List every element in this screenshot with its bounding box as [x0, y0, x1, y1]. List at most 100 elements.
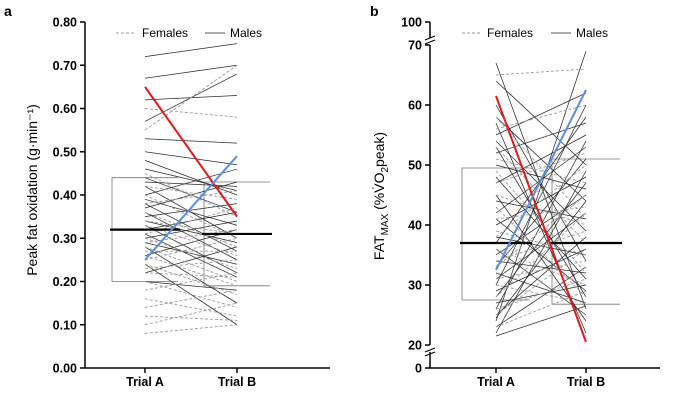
series-line-male [144, 181, 238, 187]
series-line-male [495, 134, 587, 184]
y-tick-label: 0.50 [53, 145, 77, 159]
series-line-male [495, 200, 587, 319]
series-line-female [144, 272, 238, 291]
series-line-male [144, 220, 238, 243]
series-line-female [144, 255, 238, 287]
y-tick-label: 0.80 [53, 16, 77, 30]
axis-break-mark-top [424, 35, 436, 45]
series-line-male [144, 168, 238, 192]
x-category-label: Trial A [126, 375, 164, 389]
series-line-female [495, 158, 587, 184]
series-line-male [495, 176, 587, 280]
series-line-male [144, 203, 238, 217]
ylabel-peak: peak) [371, 132, 387, 167]
panel-a-y-axis-label: Peak fat oxidation (g·min⁻¹) [24, 104, 40, 276]
series-line-female [144, 298, 238, 317]
series-line-female [144, 281, 238, 308]
series-line-female [144, 211, 238, 248]
y-tick-label: 50 [408, 159, 422, 173]
series-line-female [495, 170, 587, 274]
series-line-female [144, 315, 238, 321]
y-tick-label: 0.70 [53, 59, 77, 73]
legend-females-label: Females [142, 26, 188, 40]
series-line-male [495, 236, 587, 316]
y-tick-label: 60 [408, 99, 422, 113]
x-category-label: Trial B [218, 375, 256, 389]
x-category-label: Trial B [567, 375, 605, 389]
series-line-female [495, 194, 587, 268]
y-tick-label: 0.60 [53, 102, 77, 116]
y-tick-label: 70 [408, 39, 422, 53]
series-line-female [495, 206, 587, 298]
ylabel-2-subscript: 2 [380, 167, 391, 173]
panel-a: a Peak fat oxidation (g·min⁻¹) 0.00 0.10 0… [4, 3, 330, 389]
series-line-female [144, 263, 238, 295]
y-tick-label: 30 [408, 279, 422, 293]
series-line-male [495, 146, 587, 298]
series-line-female [144, 64, 238, 131]
y-tick-label: 0.40 [53, 189, 77, 203]
series-line-male [144, 43, 238, 57]
series-line-male [495, 182, 587, 298]
y-tick-label: 0.00 [53, 362, 77, 376]
series-line-male [144, 281, 238, 291]
y-tick-label: 40 [408, 219, 422, 233]
series-line-male [495, 305, 587, 337]
series-line-female [495, 206, 587, 220]
highlight-line-blue [144, 155, 238, 261]
series-line-female [495, 152, 587, 184]
axis-break-mark-bottom [424, 347, 436, 357]
series-line-female [495, 278, 587, 310]
series-line-male [144, 64, 238, 79]
panel-b-legend: Females Males [462, 26, 608, 40]
series-line-male [144, 160, 238, 196]
series-line-female [495, 68, 587, 76]
series-line-male [495, 80, 587, 166]
series-line-male [144, 138, 238, 144]
series-line-female [144, 172, 238, 218]
series-line-female [144, 194, 238, 239]
series-line-female [144, 229, 238, 244]
series-line-male [144, 151, 238, 166]
series-line-female [144, 246, 238, 282]
x-category-label: Trial A [477, 375, 515, 389]
series-line-male [144, 242, 238, 265]
panel-b-y-axis-label: FATMAX (%V̇O2peak) [371, 132, 391, 260]
panel-a-plot: 0.00 0.10 0.20 0.30 0.40 0.50 0.60 0.70 0.80 Tria… [53, 16, 330, 389]
series-line-male [495, 122, 587, 154]
series-line-male [495, 260, 587, 274]
series-line-female [144, 108, 238, 118]
y-tick-label: 0 [415, 362, 422, 376]
panel-b-plot: 20 30 40 50 60 70 Trial A Trial B 0 100 [401, 16, 660, 389]
series-line-female [144, 237, 238, 261]
series-line-male [495, 92, 587, 136]
y-tick-label: 0.10 [53, 318, 77, 332]
legend-females-label: Females [487, 26, 533, 40]
highlight-line-blue [495, 89, 587, 271]
ylabel-vo: (%V̇O [371, 172, 387, 213]
series-line-female [144, 324, 238, 334]
panel-a-letter: a [4, 3, 12, 19]
series-line-female [495, 164, 587, 238]
series-line-female [144, 259, 238, 269]
series-line-female [495, 212, 587, 298]
panel-b-letter: b [370, 3, 379, 19]
y-tick-label: 20 [408, 339, 422, 353]
series-line-male [144, 220, 238, 239]
legend-males-label: Males [576, 26, 608, 40]
series-line-male [495, 170, 587, 334]
y-tick-label: 100 [401, 16, 422, 30]
series-line-female [144, 272, 238, 278]
series-line-female [495, 260, 587, 280]
series-line-male [495, 266, 587, 328]
series-line-female [144, 185, 238, 200]
series-line-female [495, 104, 587, 130]
y-tick-label: 0.20 [53, 275, 77, 289]
series-line-female [495, 290, 587, 328]
highlight-line-red [144, 86, 238, 218]
legend-males-label: Males [230, 26, 262, 40]
panel-a-legend: Females Males [116, 26, 262, 40]
series-line-female [144, 190, 238, 205]
